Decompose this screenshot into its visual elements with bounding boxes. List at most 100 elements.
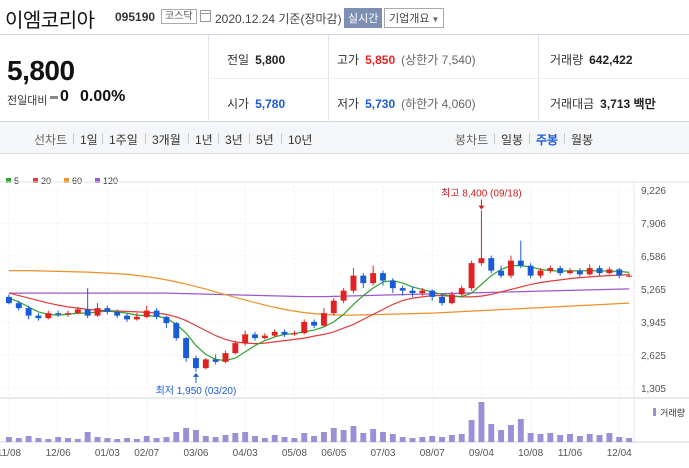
volume-bar (153, 438, 160, 442)
candle-body (183, 338, 190, 359)
volume-bar (222, 435, 229, 442)
market-badge: 코스닥 (161, 9, 197, 24)
candle-weekly-button[interactable]: 주봉 (536, 133, 559, 147)
divider (102, 133, 103, 144)
amount-label: 거래대금 (550, 97, 595, 111)
volume-bar (232, 433, 239, 442)
chevron-down-icon: ▼ (431, 15, 440, 24)
volume-bar (271, 435, 278, 442)
low-price: 저가 5,730 (하한가 4,060) (337, 95, 476, 112)
volume-bar (350, 426, 357, 442)
period-1y-button[interactable]: 1년 (195, 133, 213, 147)
volume: 거래량 642,422 (550, 51, 633, 68)
line-chart-label: 선차트 (34, 133, 68, 147)
volume-bar (25, 436, 32, 442)
candle-body (409, 290, 416, 294)
candle-body (557, 268, 564, 274)
volume-bar (586, 434, 593, 442)
volume-bar (547, 433, 554, 442)
high-arrow-head (478, 205, 485, 210)
volume-bar (448, 435, 455, 442)
volume-bar (320, 432, 327, 442)
candle-body (261, 335, 268, 339)
unchanged-icon (50, 96, 58, 99)
candle-body (606, 269, 613, 274)
volume-bar (626, 438, 633, 442)
candle-body (301, 321, 308, 334)
volume-bar (517, 419, 524, 442)
period-1w-button[interactable]: 1주일 (109, 133, 138, 147)
reference-date: 2020.12.24 기준(장마감) (215, 12, 342, 26)
ma5-line (8, 264, 630, 362)
volume-bar (409, 438, 416, 442)
candle-body (399, 288, 406, 291)
company-overview-label: 기업개요 (389, 13, 430, 25)
volume-bar (193, 430, 199, 442)
prev-close-label: 전일 (227, 53, 250, 67)
y-tick-label: 7,906 (641, 219, 666, 230)
ma20-line (8, 274, 630, 345)
divider (73, 133, 74, 144)
volume-bar (596, 435, 603, 442)
candlestick-chart[interactable]: 9,226 7,906 6,586 5,265 3,945 2,625 1,305 11/0… (0, 170, 689, 468)
candle-body (252, 334, 258, 339)
candle-body (271, 331, 278, 336)
candle-daily-button[interactable]: 일봉 (501, 133, 524, 147)
x-tick-label: 11/08 (0, 448, 21, 459)
candle-body (25, 308, 32, 316)
volume-bar (5, 437, 12, 442)
volume-bar (15, 438, 22, 442)
candle-body (527, 265, 534, 276)
candle-body (104, 308, 111, 312)
volume-bar (458, 434, 465, 442)
period-3y-button[interactable]: 3년 (225, 133, 243, 147)
candle-body (173, 323, 180, 339)
candle-body (586, 268, 593, 275)
volume-bar (84, 432, 91, 442)
volume-bar (439, 437, 445, 442)
candle-body (419, 290, 426, 294)
volume-bar (360, 433, 367, 442)
volume-bar (527, 433, 534, 442)
volume-bar (55, 437, 62, 442)
legend-label: 5 (14, 176, 20, 186)
period-1d-button[interactable]: 1일 (80, 133, 98, 147)
candle-body (65, 313, 71, 315)
volume-bar (606, 433, 613, 442)
realtime-button[interactable]: 실시간 (344, 8, 383, 28)
low-value: 5,730 (365, 97, 396, 111)
volume-bar (74, 439, 81, 442)
x-tick-label: 11/06 (558, 448, 583, 459)
volume-bar (370, 429, 377, 442)
volume-bar (330, 428, 337, 442)
period-5y-button[interactable]: 5년 (256, 133, 274, 147)
period-3m-button[interactable]: 3개월 (152, 133, 181, 147)
volume-bar (252, 436, 258, 442)
candle-body (360, 275, 367, 284)
period-10y-button[interactable]: 10년 (288, 133, 313, 147)
candle-body (458, 288, 465, 295)
stock-header: 이엠코리아 095190 코스닥 2020.12.24 기준(장마감) 실시간 … (0, 0, 689, 34)
candle-body (15, 303, 22, 309)
volume-bar (183, 428, 190, 442)
candle-body (626, 275, 633, 277)
company-overview-dropdown[interactable]: 기업개요 ▼ (384, 8, 445, 28)
lower-limit: (하한가 4,060) (401, 97, 476, 111)
divider (529, 133, 530, 144)
y-tick-label: 2,625 (641, 351, 666, 362)
volume-bar (419, 437, 426, 442)
volume-bar (301, 433, 308, 442)
ma60-line (8, 269, 630, 316)
volume-bar (340, 430, 347, 442)
volume-bar (291, 438, 298, 442)
open-price: 시가 5,780 (227, 95, 285, 112)
low-arrow-head (192, 372, 199, 377)
y-tick-label: 9,226 (641, 186, 666, 197)
low-label: 저가 (337, 97, 360, 111)
volume-bar (429, 436, 436, 442)
candle-monthly-button[interactable]: 월봉 (571, 133, 594, 147)
candle-body (380, 273, 386, 281)
legend-ma20: 20 (33, 176, 51, 186)
volume-bar (468, 420, 475, 442)
prev-close-value: 5,800 (255, 53, 286, 67)
